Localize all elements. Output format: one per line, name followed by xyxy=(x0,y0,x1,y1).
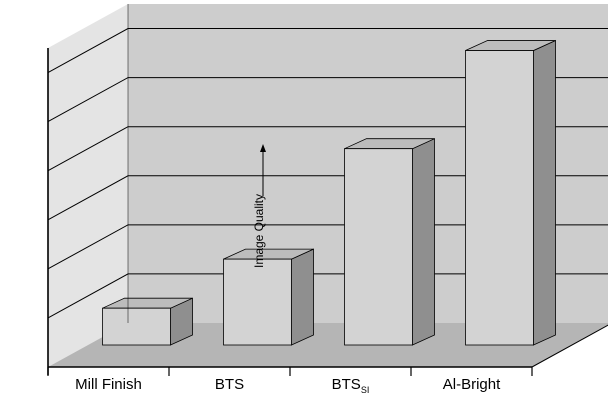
floor-edge xyxy=(531,324,608,368)
axes xyxy=(47,4,608,376)
x-tick-label-main: Mill Finish xyxy=(75,376,142,393)
side-wall xyxy=(48,4,128,367)
x-tick-label-main: Al-Bright xyxy=(443,376,501,393)
x-tick-label-main: BTS xyxy=(332,376,361,393)
x-tick-label-subscript: SI xyxy=(361,385,370,395)
bar xyxy=(344,138,435,346)
y-axis-label-group: Image Quality xyxy=(252,144,266,268)
y-axis-label: Image Quality xyxy=(252,194,266,268)
bar-side xyxy=(291,248,314,346)
bar xyxy=(465,39,556,346)
bar-side xyxy=(412,138,435,346)
bar-front xyxy=(344,148,413,346)
y-axis-arrow-head xyxy=(260,144,266,152)
bars xyxy=(102,39,556,346)
x-tick-label: BTS xyxy=(215,376,244,393)
bar-front xyxy=(223,258,292,346)
bar-side xyxy=(533,39,556,346)
bar-front xyxy=(102,307,171,346)
x-tick-labels: Mill Finish BTS BTSSI Al-Bright xyxy=(75,376,501,395)
bar xyxy=(102,297,193,346)
bar xyxy=(223,248,314,346)
bar-front xyxy=(465,50,534,346)
x-tick-label: Al-Bright xyxy=(443,376,501,393)
x-tick-label-main: BTS xyxy=(215,376,244,393)
x-tick-label: BTSSI xyxy=(332,376,370,395)
x-tick-label: Mill Finish xyxy=(75,376,142,393)
